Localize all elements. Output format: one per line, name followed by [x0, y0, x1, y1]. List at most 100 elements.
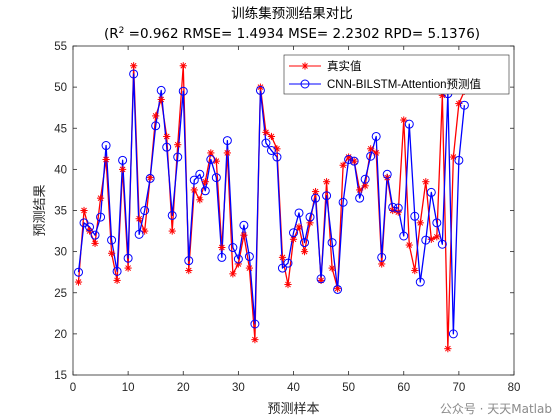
data-point-circle: [404, 119, 414, 129]
data-point-circle: [173, 152, 183, 162]
legend-box: [283, 54, 510, 95]
data-point-star: [163, 132, 171, 141]
data-point-star: [124, 264, 132, 272]
data-point-star: [444, 345, 452, 353]
data-point-circle: [300, 238, 310, 248]
data-point-circle: [371, 131, 381, 141]
data-point-circle: [437, 239, 447, 249]
chart-subtitle: (R2 =0.962 RMSE= 1.4934 MSE= 2.2302 RPD=…: [104, 26, 480, 42]
data-point-circle: [228, 243, 238, 253]
data-point-circle: [107, 235, 117, 245]
series-layer: [74, 62, 469, 353]
data-point-circle: [206, 155, 216, 165]
data-point-circle: [349, 156, 359, 166]
data-point-circle: [140, 206, 150, 215]
data-point-star: [273, 145, 281, 153]
data-point-star: [91, 239, 99, 247]
data-point-star: [433, 233, 441, 241]
data-point-star: [102, 155, 110, 164]
data-point-star: [223, 149, 231, 157]
data-point-circle: [145, 173, 155, 183]
data-point-circle: [289, 228, 298, 238]
data-point-star: [107, 249, 116, 257]
x-tick-label: 10: [122, 382, 135, 394]
data-point-star: [113, 276, 121, 285]
y-tick-label: 30: [54, 247, 67, 259]
data-point-circle: [277, 263, 287, 273]
data-point-star: [212, 157, 220, 165]
legend-label-1: CNN-BILSTM-Attention预测值: [327, 78, 482, 91]
data-point-circle: [459, 100, 469, 110]
data-point-star: [278, 253, 287, 261]
data-point-circle: [118, 155, 128, 165]
data-point-star: [251, 336, 259, 344]
data-point-circle: [162, 142, 172, 152]
data-point-circle: [366, 151, 376, 161]
data-point-star: [411, 266, 419, 275]
data-point-star: [400, 116, 408, 124]
data-point-circle: [74, 267, 84, 277]
x-tick-label: 50: [342, 382, 355, 394]
x-tick-label: 60: [397, 382, 410, 394]
data-point-circle: [123, 253, 133, 263]
legend-marker-1: [300, 79, 310, 89]
data-point-circle: [344, 155, 354, 165]
data-point-star: [168, 227, 176, 235]
y-tick-label: 25: [54, 288, 67, 300]
data-point-circle: [239, 220, 249, 230]
data-point-star: [455, 99, 463, 108]
data-point-circle: [355, 193, 365, 203]
data-point-star: [295, 223, 303, 231]
y-tick-label: 15: [54, 370, 67, 382]
legend-marker-0: [301, 62, 309, 70]
data-point-circle: [90, 230, 100, 240]
data-point-circle: [85, 222, 95, 232]
data-point-circle: [283, 258, 293, 268]
x-axis: 0 10 20 30 40 50 60 70 80: [70, 46, 521, 394]
data-point-star: [245, 264, 253, 272]
data-point-circle: [233, 254, 243, 264]
data-point-circle: [211, 173, 221, 183]
data-point-star: [311, 187, 320, 196]
data-point-star: [135, 215, 143, 223]
data-point-star: [174, 141, 182, 149]
chart-title: 训练集预测结果对比: [231, 6, 353, 22]
data-point-circle: [189, 175, 199, 185]
x-tick-label: 0: [70, 382, 76, 394]
data-point-star: [130, 62, 138, 70]
data-point-circle: [101, 141, 111, 151]
data-point-star: [119, 165, 127, 173]
data-point-star: [218, 243, 226, 252]
data-point-circle: [272, 152, 282, 162]
y-tick-label: 50: [54, 82, 67, 94]
data-point-circle: [178, 86, 188, 96]
data-point-circle: [156, 85, 166, 95]
data-point-star: [334, 285, 342, 293]
data-point-star: [422, 178, 430, 186]
data-point-star: [267, 132, 276, 141]
data-point-circle: [333, 284, 343, 294]
data-point-circle: [410, 211, 420, 221]
y-tick-label: 40: [54, 164, 67, 176]
y-axis-label: 预测结果: [33, 184, 48, 236]
x-tick-label: 40: [287, 382, 300, 394]
x-axis-label: 预测样本: [267, 402, 319, 417]
data-point-star: [152, 112, 160, 120]
y-tick-label: 20: [54, 329, 67, 341]
data-point-circle: [382, 169, 392, 179]
data-point-circle: [167, 210, 177, 220]
data-point-circle: [327, 238, 337, 248]
data-point-circle: [377, 252, 387, 262]
data-point-circle: [426, 187, 436, 197]
data-point-circle: [415, 277, 425, 287]
data-point-star: [229, 270, 237, 278]
subtitle-superscript: 2: [119, 26, 125, 36]
data-point-star: [240, 231, 248, 239]
data-point-circle: [134, 229, 144, 239]
data-point-circle: [195, 169, 205, 179]
subtitle-prefix: (R: [104, 26, 119, 42]
data-point-star: [157, 95, 165, 104]
x-tick-label: 30: [232, 382, 245, 394]
x-tick-label: 80: [508, 382, 521, 394]
